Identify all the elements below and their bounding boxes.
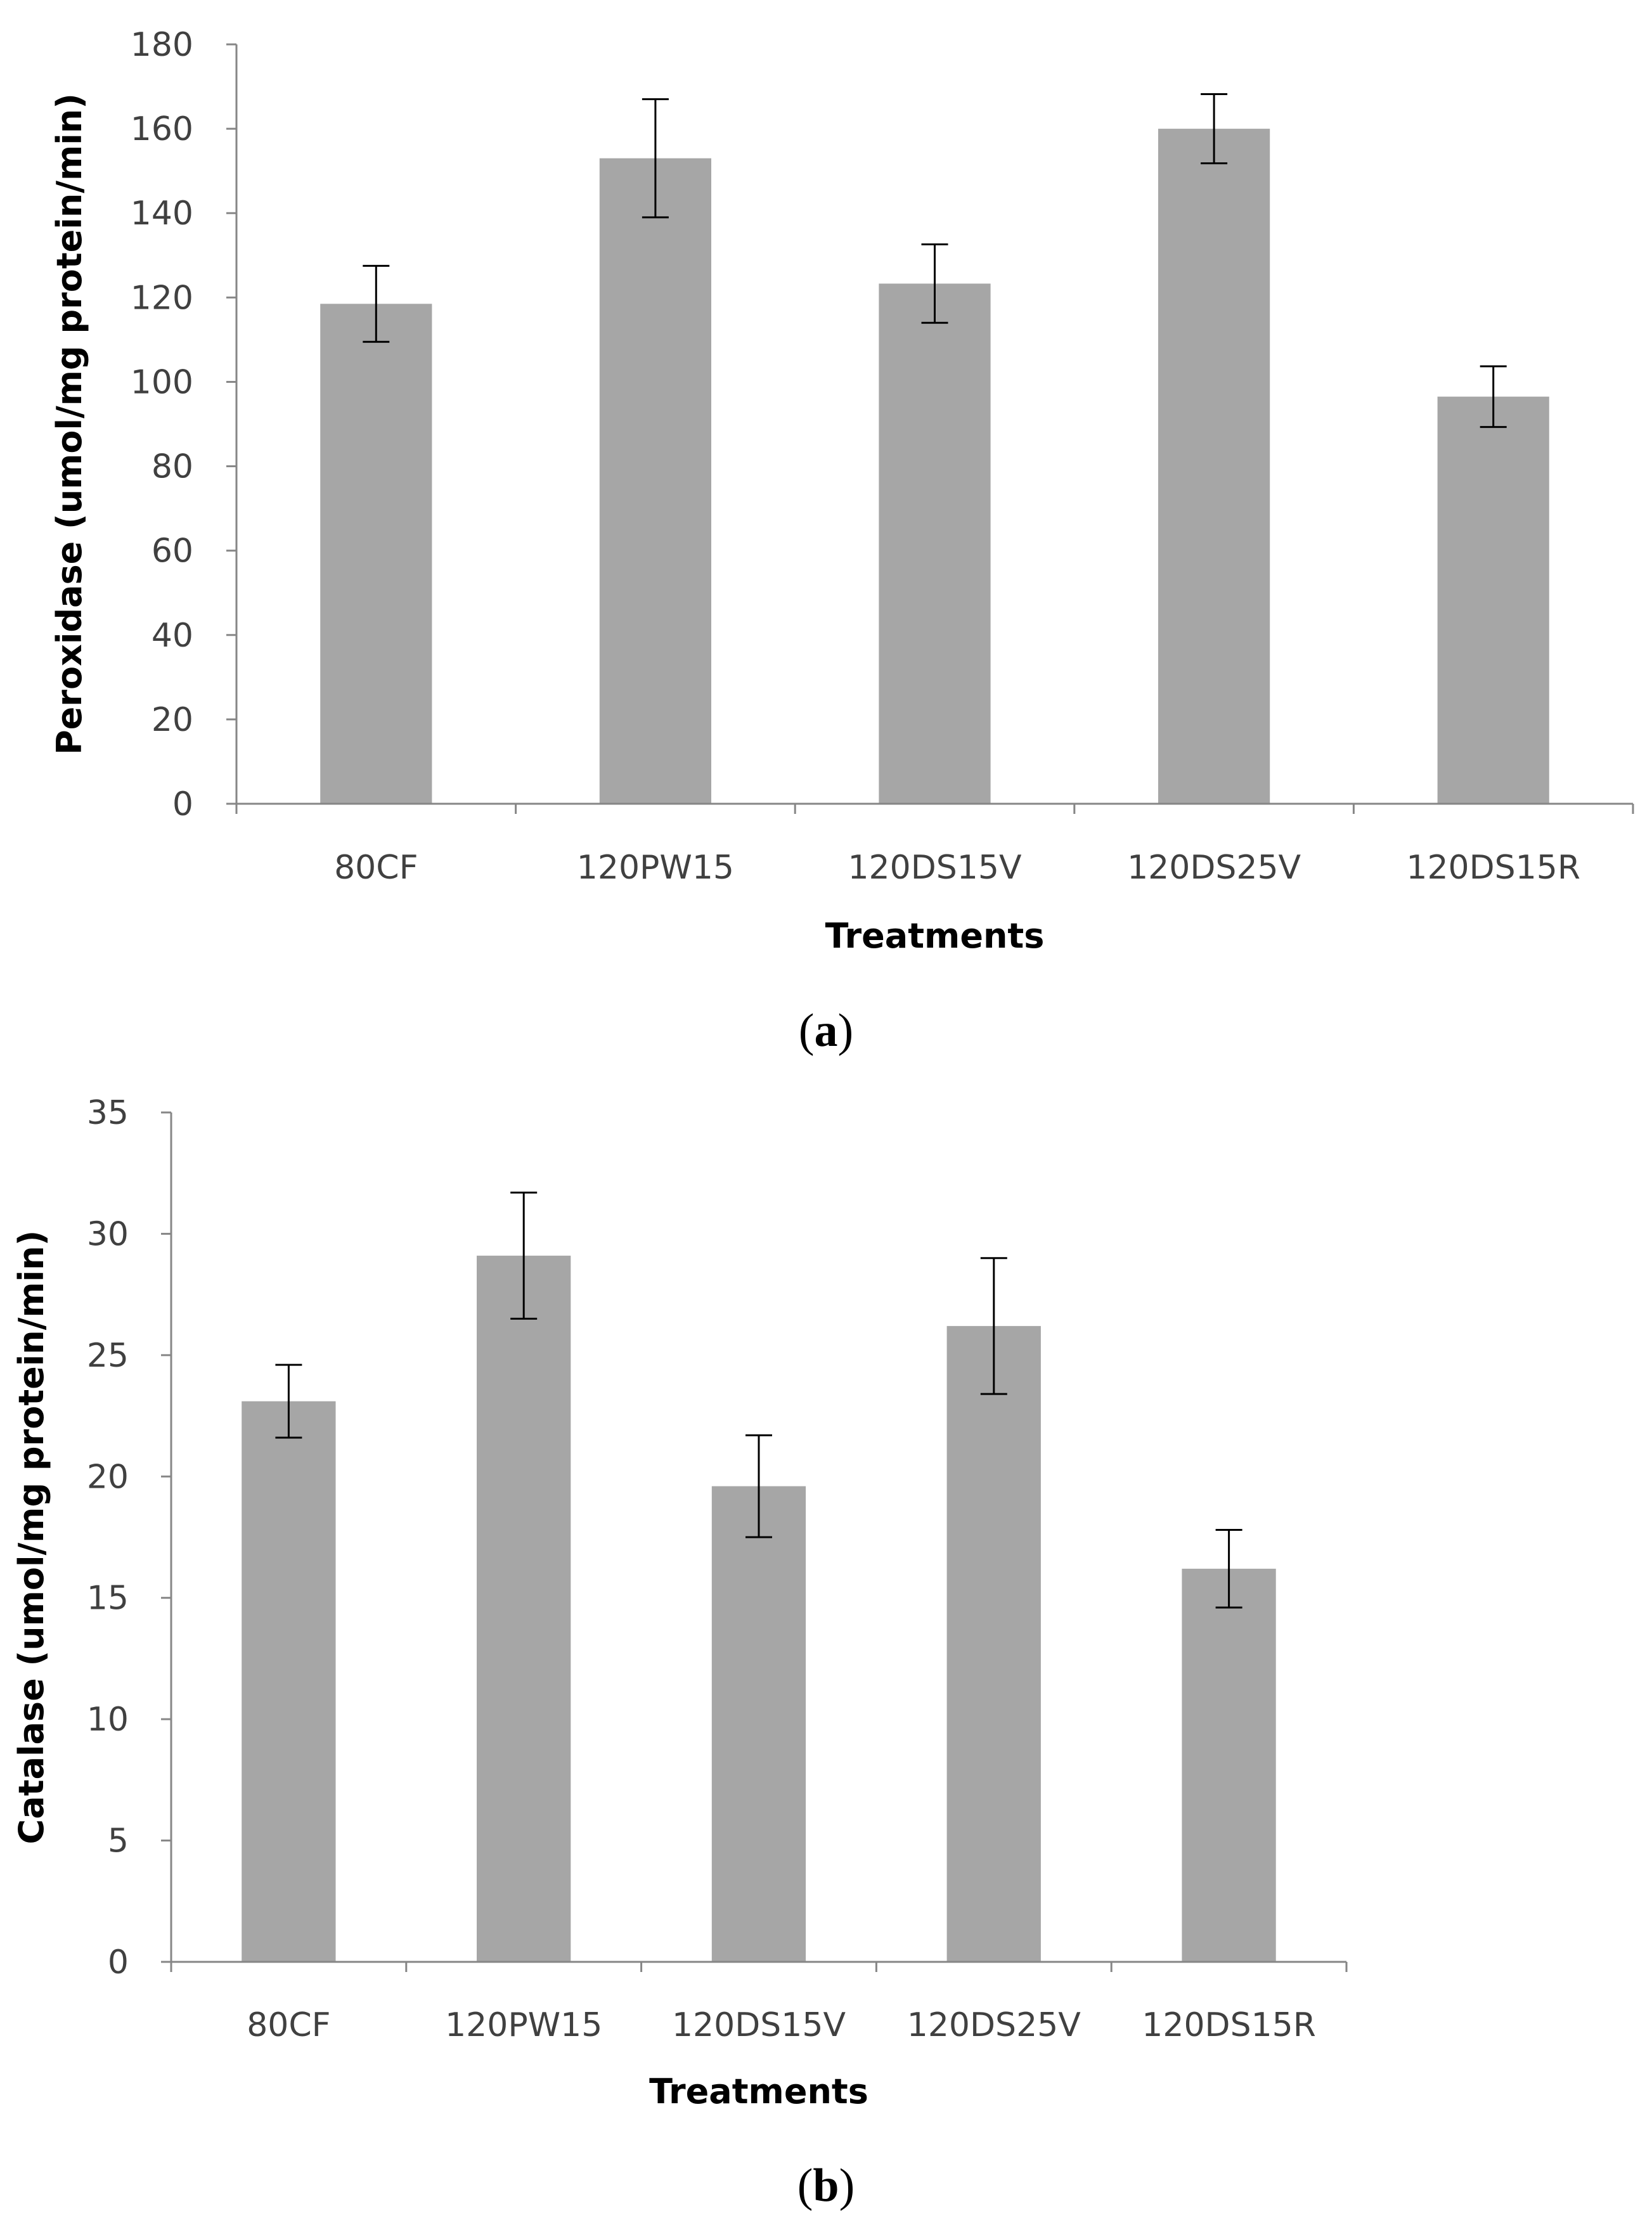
y-tick-label: 120: [131, 279, 193, 317]
y-tick-label: 140: [131, 195, 193, 233]
y-tick-label: 10: [87, 1701, 129, 1739]
error-bar: [1215, 1529, 1242, 1609]
x-category-label: 80CF: [334, 849, 418, 887]
x-category-label: 120DS25V: [1127, 849, 1301, 887]
y-axis-title: Peroxidase (umol/mg protein/min): [49, 93, 89, 755]
y-tick-label: 20: [87, 1458, 129, 1496]
error-bar: [921, 243, 948, 324]
chart-panel-peroxidase: 0 20 40 60 80 100 120 140 160 180 80CF 120PW15 120DS…: [49, 26, 1634, 1057]
y-tick-label: 25: [87, 1337, 129, 1375]
bar: [1158, 129, 1270, 804]
x-category-label: 120DS25V: [907, 2006, 1081, 2044]
y-tick-label: 20: [152, 701, 193, 739]
x-category-label: 120PW15: [445, 2006, 602, 2044]
x-category-label: 120PW15: [577, 849, 734, 887]
x-category-label: 120DS15R: [1142, 2006, 1316, 2044]
bar: [879, 283, 991, 804]
y-tick-label: 80: [152, 448, 193, 486]
y-tick-label: 35: [87, 1094, 129, 1132]
bar: [711, 1486, 806, 1962]
x-axis-title: Treatments: [825, 916, 1045, 956]
error-bar: [275, 1363, 302, 1439]
y-tick-label: 180: [131, 26, 193, 64]
y-tick-label: 0: [108, 1943, 129, 1982]
bar: [1437, 396, 1549, 804]
error-bar: [510, 1191, 538, 1320]
panel-label: (a): [799, 1005, 853, 1057]
y-tick-label: 15: [87, 1580, 129, 1618]
bar: [1182, 1568, 1276, 1962]
error-bar: [1480, 365, 1507, 429]
chart-panel-catalase: 0 5 10 15 20 25 30 35 80CF 120PW15 120DS15V 120DS25…: [11, 1094, 1348, 2212]
y-tick-label: 5: [108, 1822, 129, 1860]
x-category-label: 120DS15V: [848, 849, 1021, 887]
bar: [946, 1325, 1041, 1962]
panel-label: (b): [797, 2160, 855, 2212]
y-tick-label: 30: [87, 1215, 129, 1253]
y-tick-label: 60: [152, 532, 193, 570]
x-category-label: 120DS15V: [672, 2006, 846, 2044]
error-bar: [1201, 93, 1228, 165]
error-bar: [980, 1257, 1007, 1395]
x-category-label: 80CF: [247, 2006, 330, 2044]
error-bar: [363, 264, 390, 343]
x-axis-title: Treatments: [649, 2072, 868, 2111]
bar: [477, 1255, 571, 1962]
x-category-label: 120DS15R: [1406, 849, 1580, 887]
bar: [320, 304, 432, 804]
bar: [242, 1401, 336, 1962]
y-tick-label: 40: [152, 617, 193, 655]
y-tick-label: 100: [131, 363, 193, 401]
error-bar: [745, 1434, 772, 1538]
error-bar: [642, 98, 669, 219]
y-tick-label: 160: [131, 110, 193, 148]
bar: [599, 158, 711, 804]
y-axis-title: Catalase (umol/mg protein/min): [11, 1230, 51, 1845]
y-tick-label: 0: [172, 785, 193, 823]
